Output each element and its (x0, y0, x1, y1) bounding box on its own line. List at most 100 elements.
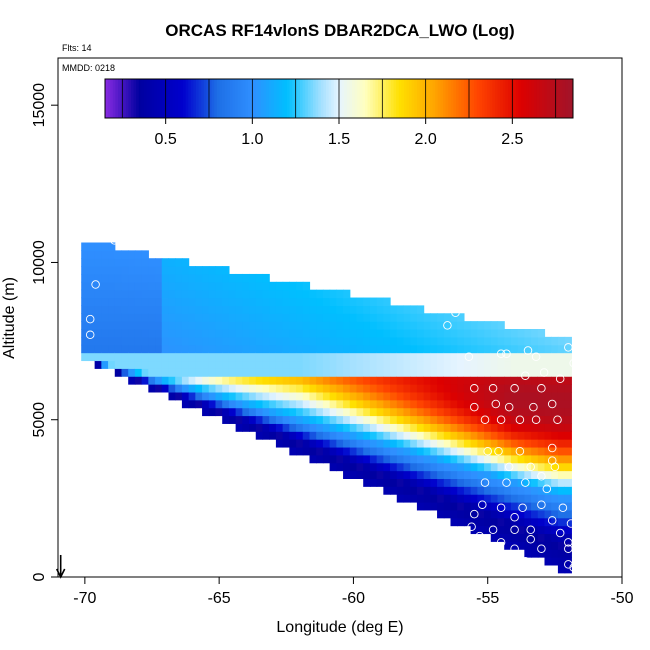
heatmap-cell (403, 305, 411, 314)
heatmap-cell (329, 399, 337, 409)
heatmap-cell (188, 297, 196, 306)
heatmap-cell (537, 399, 546, 409)
heatmap-cell (457, 502, 465, 511)
heatmap-cell (557, 360, 566, 369)
heatmap-cell (101, 242, 109, 251)
heatmap-cell (517, 391, 525, 401)
heatmap-cell (484, 462, 492, 472)
heatmap-cell (255, 384, 264, 393)
colorbar-tick-label: 0.5 (155, 131, 177, 148)
heatmap-cell (302, 321, 311, 330)
heatmap-cell (490, 360, 499, 369)
colorbar-swatch (227, 79, 231, 118)
heatmap-cell (242, 305, 250, 314)
heatmap-cell (282, 329, 290, 338)
heatmap-cell (510, 391, 519, 401)
heatmap-cell (168, 297, 176, 306)
heatmap-cell (504, 446, 512, 456)
heatmap-cell (255, 391, 264, 401)
observation-marker (555, 528, 565, 538)
heatmap-cell (228, 391, 237, 401)
heatmap-cell (403, 446, 411, 456)
heatmap-cell (450, 313, 458, 322)
heatmap-cell (369, 391, 378, 401)
heatmap-cell (544, 384, 552, 393)
heatmap-cell (470, 423, 478, 432)
heatmap-cell (202, 321, 210, 330)
heatmap-cell (470, 352, 478, 362)
heatmap-cell (148, 352, 156, 362)
heatmap-cell (383, 352, 391, 362)
heatmap-cell (94, 305, 102, 314)
heatmap-cell (369, 462, 378, 472)
heatmap-cell (463, 446, 472, 456)
heatmap-cell (262, 329, 270, 338)
heatmap-cell (228, 407, 237, 417)
heatmap-cell (155, 313, 163, 322)
heatmap-cell (262, 360, 270, 369)
heatmap-cell (249, 273, 257, 283)
heatmap-cell (437, 391, 445, 401)
heatmap-cell (235, 407, 243, 417)
colorbar-swatch (248, 79, 251, 118)
colorbar-swatch (123, 79, 127, 118)
heatmap-cell (215, 407, 223, 417)
heatmap-cell (269, 352, 277, 362)
heatmap-cell (497, 329, 505, 338)
colorbar-swatch (482, 79, 485, 118)
heatmap-cell (531, 494, 539, 503)
heatmap-cell (564, 494, 572, 503)
heatmap-cell (557, 368, 566, 377)
heatmap-cell (517, 399, 525, 409)
observation-marker (558, 503, 568, 513)
heatmap-cell (343, 431, 351, 440)
heatmap-cell (564, 439, 572, 448)
heatmap-cell (215, 336, 223, 346)
colorbar-swatch (276, 79, 280, 118)
heatmap-cell (531, 509, 539, 519)
heatmap-cell (296, 281, 304, 291)
heatmap-cell (249, 305, 257, 314)
colorbar-swatch (396, 79, 400, 118)
heatmap-cell (329, 305, 337, 314)
heatmap-cell (282, 360, 290, 369)
heatmap-cell (275, 407, 284, 417)
heatmap-cell (484, 517, 492, 527)
heatmap-cell (262, 415, 270, 424)
colorbar-swatch (391, 79, 394, 118)
heatmap-cell (222, 281, 230, 291)
heatmap-cell (423, 336, 431, 346)
heatmap-cell (235, 415, 243, 424)
heatmap-cell (161, 329, 170, 338)
colorbar-swatch (411, 79, 415, 118)
heatmap-cell (557, 549, 566, 558)
heatmap-cell (376, 352, 384, 362)
heatmap-cell (430, 494, 438, 503)
heatmap-cell (463, 502, 472, 511)
heatmap-cell (484, 360, 492, 369)
heatmap-cell (537, 446, 546, 456)
heatmap-cell (309, 360, 317, 369)
heatmap-cell (296, 423, 304, 432)
heatmap-cell (363, 360, 371, 369)
colorbar-swatch (359, 79, 363, 118)
heatmap-cell (396, 454, 405, 464)
heatmap-cell (457, 329, 465, 338)
heatmap-cell (557, 446, 566, 456)
heatmap-cell (437, 336, 445, 346)
heatmap-cell (430, 344, 438, 354)
heatmap-cell (396, 305, 405, 314)
heatmap-cell (410, 344, 418, 354)
heatmap-cell (544, 454, 552, 464)
heatmap-cell (376, 391, 384, 401)
heatmap-cell (390, 391, 398, 401)
heatmap-cell (363, 329, 371, 338)
heatmap-cell (329, 423, 337, 432)
heatmap-cell (437, 494, 445, 503)
heatmap-cell (316, 360, 324, 369)
heatmap-cell (302, 352, 311, 362)
heatmap-cell (477, 407, 485, 417)
heatmap-cell (228, 289, 237, 299)
